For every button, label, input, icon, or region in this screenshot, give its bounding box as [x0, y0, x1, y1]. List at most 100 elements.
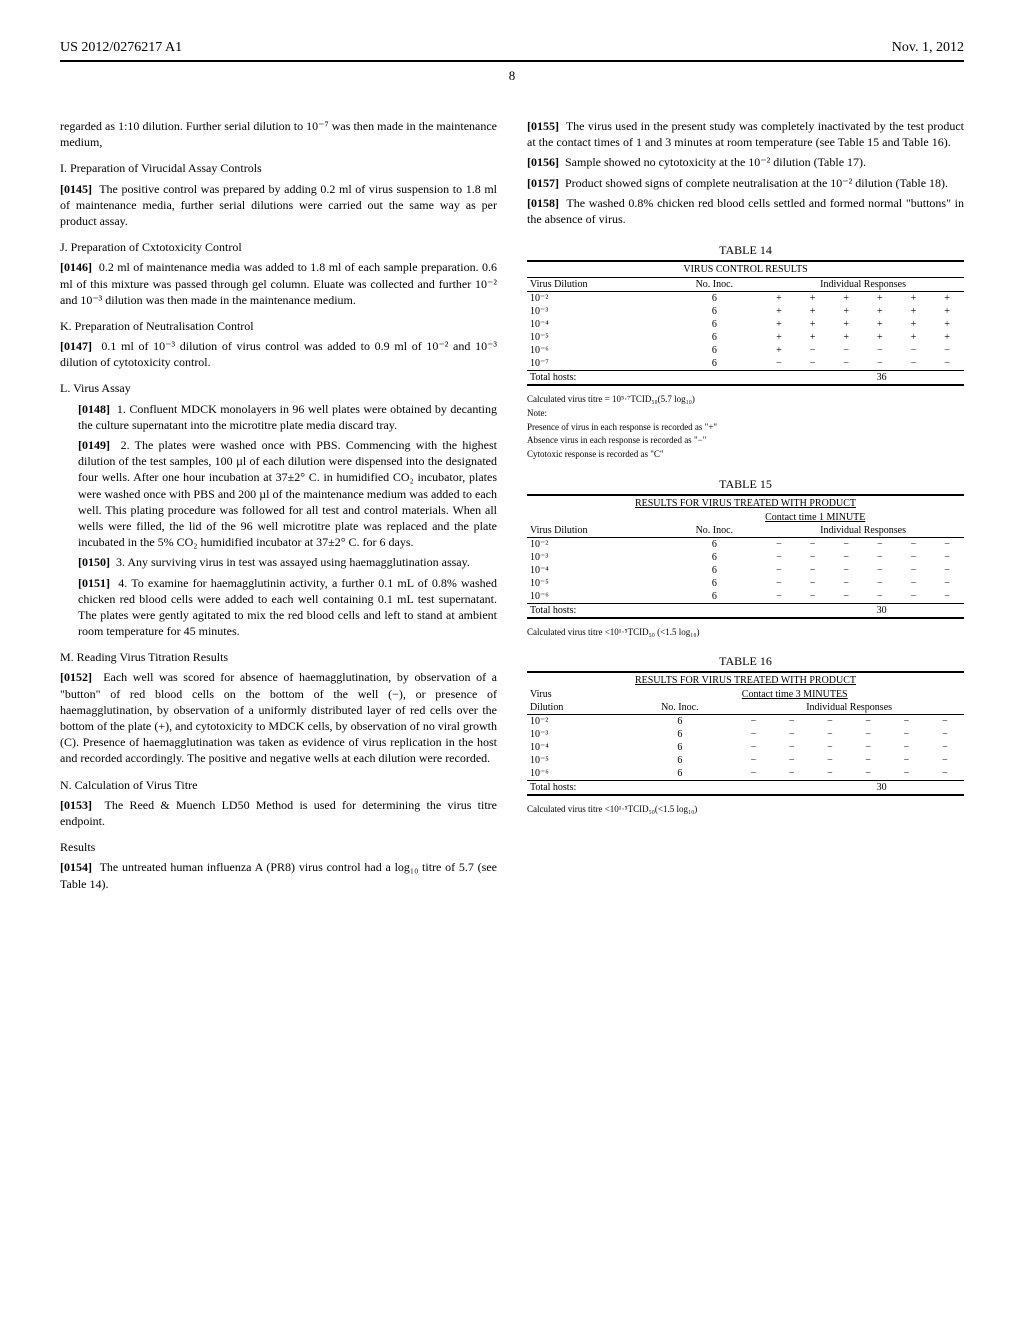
table-cell-response: − [773, 728, 811, 741]
table-cell-response: + [796, 331, 830, 344]
table15-contact: Contact time 1 MINUTE [667, 511, 964, 524]
para-num: [0153] [60, 798, 92, 812]
table-cell-dilution: 10⁻⁶ [527, 344, 667, 357]
table-cell-inoc: 6 [667, 305, 763, 318]
table-cell-response: − [897, 577, 931, 590]
table14-table: Virus Dilution No. Inoc. Individual Resp… [527, 278, 964, 370]
table-cell-response: − [762, 537, 796, 551]
table-cell-response: + [930, 292, 964, 306]
table-cell-response: − [796, 564, 830, 577]
para-num: [0146] [60, 260, 92, 274]
table-cell-response: − [811, 754, 849, 767]
para-0146: [0146] 0.2 ml of maintenance media was a… [60, 259, 497, 308]
table-cell-response: − [887, 754, 925, 767]
table-cell-response: + [796, 305, 830, 318]
para-0157: [0157] Product showed signs of complete … [527, 175, 964, 191]
table-cell-response: − [930, 551, 964, 564]
table-cell-inoc: 6 [667, 577, 763, 590]
para-num: [0149] [78, 438, 110, 452]
para-0154: [0154] The untreated human influenza A (… [60, 859, 497, 891]
para-0145: [0145] The positive control was prepared… [60, 181, 497, 230]
table-cell-response: + [762, 318, 796, 331]
table-cell-inoc: 6 [667, 357, 763, 370]
table-cell-response: − [897, 537, 931, 551]
table15-title: RESULTS FOR VIRUS TREATED WITH PRODUCT [527, 496, 964, 511]
table-cell-response: − [762, 564, 796, 577]
heading-N: N. Calculation of Virus Titre [60, 777, 497, 793]
table-cell-response: − [849, 767, 887, 780]
table-cell-dilution: 10⁻⁵ [527, 331, 667, 344]
table-cell-response: + [796, 318, 830, 331]
para-0152: [0152] Each well was scored for absence … [60, 669, 497, 766]
table-cell-dilution: 10⁻⁶ [527, 767, 625, 780]
table14-footer3: Presence of virus in each response is re… [527, 422, 964, 434]
table-cell-response: − [930, 537, 964, 551]
table16-table: VirusContact time 3 MINUTES Dilution No.… [527, 688, 964, 780]
col-dilution: Virus Dilution [527, 278, 667, 292]
table-cell-response: − [897, 344, 931, 357]
table-cell-response: − [926, 741, 964, 754]
para-0151: [0151] 4. To examine for haemagglutinin … [60, 575, 497, 640]
para-text: 3. Any surviving virus in test was assay… [116, 555, 470, 569]
table-cell-response: + [829, 318, 863, 331]
table-cell-inoc: 6 [625, 741, 734, 754]
table-cell-response: + [930, 331, 964, 344]
table-cell-response: − [887, 767, 925, 780]
table-cell-dilution: 10⁻⁴ [527, 318, 667, 331]
table-cell-response: + [897, 292, 931, 306]
table-cell-response: + [762, 305, 796, 318]
col-inoc: No. Inoc. [667, 278, 763, 292]
page-header: US 2012/0276217 A1 Nov. 1, 2012 [60, 40, 964, 56]
para-text: The washed 0.8% chicken red blood cells … [527, 196, 964, 226]
table-cell-inoc: 6 [667, 551, 763, 564]
table-cell-response: + [863, 305, 897, 318]
para-num: [0158] [527, 196, 559, 210]
table16-contact: Contact time 3 MINUTES [625, 688, 964, 701]
table16-label: TABLE 16 [527, 654, 964, 669]
table-cell-inoc: 6 [625, 767, 734, 780]
table-cell-response: − [773, 741, 811, 754]
table-cell-response: − [829, 344, 863, 357]
table14-footer4: Absence virus in each response is record… [527, 435, 964, 447]
table-cell-response: − [829, 577, 863, 590]
table-cell-response: + [897, 331, 931, 344]
para-0148: [0148] 1. Confluent MDCK monolayers in 9… [60, 401, 497, 433]
table16-footer1: Calculated virus titre <10¹·⁵TCID₅₀(<1.5… [527, 804, 964, 816]
table-cell-response: − [887, 741, 925, 754]
table16-title: RESULTS FOR VIRUS TREATED WITH PRODUCT [527, 673, 964, 688]
table15-total-label: Total hosts: [527, 604, 835, 617]
table-cell-dilution: 10⁻⁷ [527, 357, 667, 370]
table-cell-inoc: 6 [667, 344, 763, 357]
table-cell-response: + [829, 292, 863, 306]
table14-title: VIRUS CONTROL RESULTS [527, 262, 964, 277]
table-cell-dilution: 10⁻⁴ [527, 564, 667, 577]
table-cell-dilution: 10⁻⁵ [527, 754, 625, 767]
table-cell-response: − [930, 564, 964, 577]
table-cell-response: − [897, 564, 931, 577]
table-cell-response: + [930, 318, 964, 331]
table15-table: Contact time 1 MINUTE Virus Dilution No.… [527, 511, 964, 603]
table15: RESULTS FOR VIRUS TREATED WITH PRODUCT C… [527, 494, 964, 619]
table-cell-response: − [930, 357, 964, 370]
table-cell-response: − [863, 551, 897, 564]
table-cell-response: − [762, 577, 796, 590]
table-cell-response: − [773, 715, 811, 729]
table-cell-response: − [863, 577, 897, 590]
table-cell-inoc: 6 [667, 537, 763, 551]
para-text: 0.1 ml of 10⁻³ dilution of virus control… [60, 339, 497, 369]
content-columns: regarded as 1:10 dilution. Further seria… [60, 114, 964, 896]
table-cell-dilution: 10⁻⁶ [527, 590, 667, 603]
table-cell-response: − [829, 590, 863, 603]
heading-L: L. Virus Assay [60, 380, 497, 396]
table-cell-response: − [734, 754, 772, 767]
left-column: regarded as 1:10 dilution. Further seria… [60, 114, 497, 896]
doc-date: Nov. 1, 2012 [892, 40, 964, 56]
table16-total-label: Total hosts: [527, 781, 835, 794]
table-cell-response: − [930, 344, 964, 357]
table-cell-response: − [796, 357, 830, 370]
table-cell-dilution: 10⁻² [527, 715, 625, 729]
table-cell-response: − [796, 551, 830, 564]
table-cell-response: − [897, 590, 931, 603]
table-cell-response: + [829, 305, 863, 318]
header-rule [60, 60, 964, 62]
